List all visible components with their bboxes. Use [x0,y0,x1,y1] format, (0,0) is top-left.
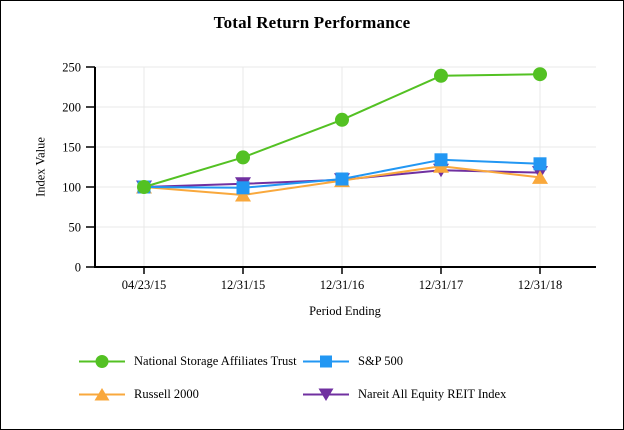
data-point [137,180,151,194]
data-point [335,172,349,186]
x-axis-title: Period Ending [309,304,381,318]
data-point [533,157,547,171]
x-tick-label: 12/31/17 [419,278,463,292]
data-point [236,181,250,195]
data-point [236,150,250,165]
x-tick-label: 12/31/15 [221,278,265,292]
x-tick-label: 12/31/16 [320,278,364,292]
y-tick-label: 250 [62,61,81,75]
legend-marker-triangle-up-icon [79,387,125,400]
legend-item-russell-2000: Russell 2000 [79,386,199,402]
x-tick-label: 12/31/18 [518,278,562,292]
legend-item-nareit-all-equity-reit-index: Nareit All Equity REIT Index [303,386,506,402]
legend-marker-circle-icon [79,354,125,368]
legend-item-national-storage-affiliates-trust: National Storage Affiliates Trust [79,353,297,369]
data-point [434,153,448,167]
x-tick-label: 04/23/15 [122,278,166,292]
y-tick-label: 150 [62,141,81,155]
legend-label: S&P 500 [358,353,404,368]
chart-title: Total Return Performance [213,13,411,32]
line-chart-plot-area: 0 50 100 150 200 250 04/23/15 12/31/15 12/31/16 1… [62,61,596,292]
data-point [235,188,251,202]
legend-marker-triangle-down-icon [303,388,349,401]
legend-label: National Storage Affiliates Trust [134,353,297,368]
legend-item-sp-500: S&P 500 [303,353,403,369]
data-point [532,170,548,184]
legend-label: Nareit All Equity REIT Index [358,386,507,401]
y-tick-label: 100 [62,181,81,195]
legend-label: Russell 2000 [134,386,199,401]
y-tick-label: 0 [75,261,81,275]
data-point [335,112,349,127]
data-point [434,68,448,83]
legend-marker-square-icon [303,355,349,367]
data-point [533,67,547,82]
y-tick-label: 50 [69,221,82,235]
y-tick-label: 200 [62,101,81,115]
